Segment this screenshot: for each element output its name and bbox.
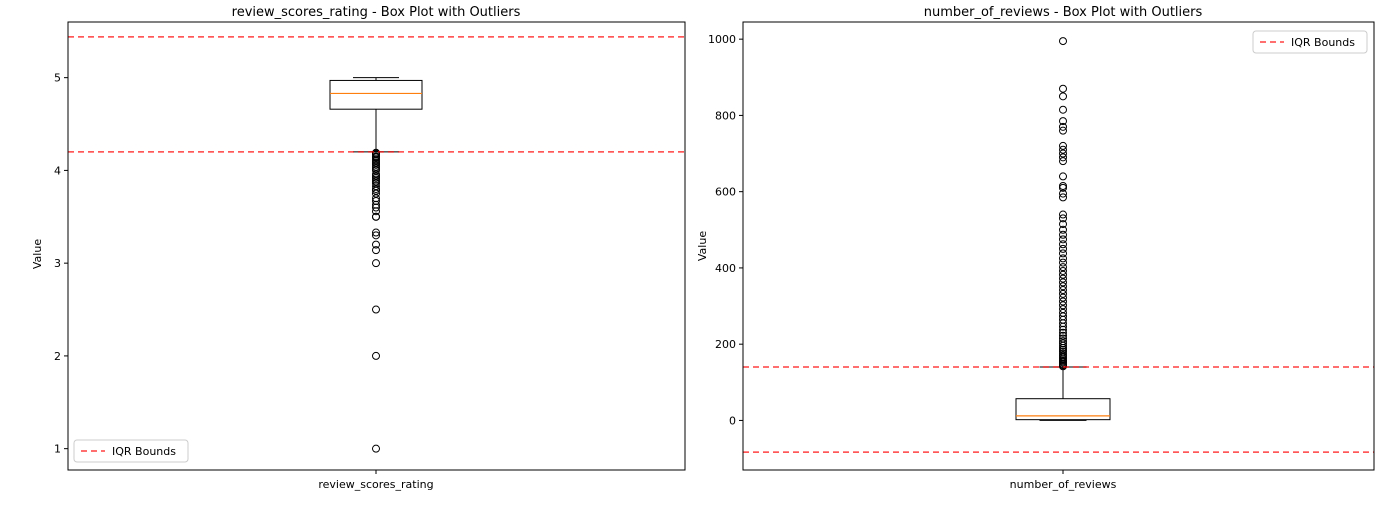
outlier-point — [372, 200, 380, 209]
outlier-point — [372, 182, 380, 191]
outlier-point — [1059, 249, 1067, 258]
iqr-box — [1015, 398, 1111, 421]
legend: IQR Bounds — [73, 439, 189, 463]
outlier-point — [1059, 122, 1067, 131]
outlier-point — [372, 231, 380, 240]
y-tick-label: 800 — [715, 109, 736, 122]
outlier-point — [1059, 210, 1067, 219]
boxplot-number-of-reviews: number_of_reviews - Box Plot with Outlie… — [696, 5, 1375, 491]
y-axis-label: Value — [31, 239, 44, 269]
chart-title: review_scores_rating - Box Plot with Out… — [232, 5, 521, 20]
outlier-point — [1059, 117, 1067, 126]
outlier-point — [1059, 225, 1067, 234]
outlier-point — [1059, 274, 1067, 283]
outlier-point — [372, 240, 380, 249]
outlier-point — [1059, 270, 1067, 279]
boxplot-review-scores-rating: review_scores_rating - Box Plot with Out… — [31, 5, 686, 491]
outlier-point — [1059, 84, 1067, 93]
outlier-point — [372, 351, 380, 360]
outlier-point — [1059, 181, 1067, 190]
legend-frame — [73, 439, 189, 463]
outlier-point — [1059, 153, 1067, 162]
y-tick-label: 0 — [729, 414, 736, 427]
outlier-point — [372, 203, 380, 212]
outlier-point — [1059, 126, 1067, 135]
outlier-point — [1059, 286, 1067, 295]
axes-frame — [67, 21, 686, 471]
outlier-point — [1059, 172, 1067, 181]
outlier-point — [1059, 308, 1067, 317]
outlier-point — [1059, 193, 1067, 202]
outlier-point — [1059, 214, 1067, 223]
outlier-point — [1059, 289, 1067, 298]
outlier-point — [1059, 145, 1067, 154]
outlier-point — [1059, 328, 1067, 337]
outlier-point — [1059, 263, 1067, 272]
outlier-point — [1059, 293, 1067, 302]
outlier-point — [372, 212, 380, 221]
outlier-point — [1059, 141, 1067, 150]
outlier-point — [1059, 189, 1067, 198]
y-tick-label: 1 — [54, 443, 61, 456]
iqr-box — [329, 79, 423, 110]
y-tick-label: 600 — [715, 186, 736, 199]
y-tick-label: 200 — [715, 338, 736, 351]
outlier-point — [1059, 339, 1067, 348]
outlier-point — [1059, 235, 1067, 244]
outlier-point — [372, 305, 380, 314]
outlier-point — [372, 259, 380, 268]
outlier-point — [1059, 149, 1067, 158]
outlier-point — [372, 246, 380, 255]
outlier-point — [1059, 301, 1067, 310]
outlier-point — [1059, 305, 1067, 314]
y-tick-label: 2 — [54, 350, 61, 363]
y-tick-label: 5 — [54, 72, 61, 85]
outlier-point — [1059, 244, 1067, 253]
outlier-point — [1059, 254, 1067, 263]
y-tick-label: 4 — [54, 164, 61, 177]
outlier-point — [1059, 278, 1067, 287]
y-tick-label: 3 — [54, 257, 61, 270]
outlier-point — [372, 228, 380, 237]
x-tick-label: review_scores_rating — [318, 478, 433, 491]
outlier-point — [1059, 282, 1067, 291]
outlier-point — [1059, 220, 1067, 229]
outlier-point — [1059, 337, 1067, 346]
outlier-point — [1059, 92, 1067, 101]
outlier-point — [1059, 157, 1067, 166]
outlier-point — [1059, 258, 1067, 267]
outlier-point — [1059, 37, 1067, 46]
outlier-point — [372, 207, 380, 216]
outlier-point — [1059, 334, 1067, 343]
y-tick-label: 400 — [715, 262, 736, 275]
y-tick-label: 1000 — [708, 33, 736, 46]
legend-label: IQR Bounds — [112, 445, 176, 458]
outlier-point — [372, 444, 380, 453]
chart-title: number_of_reviews - Box Plot with Outlie… — [924, 5, 1203, 20]
outlier-point — [1059, 297, 1067, 306]
legend-frame — [1252, 30, 1368, 54]
x-tick-label: number_of_reviews — [1010, 478, 1117, 491]
outlier-point — [1059, 230, 1067, 239]
y-axis-label: Value — [696, 231, 709, 261]
outlier-point — [1059, 240, 1067, 249]
legend-label: IQR Bounds — [1291, 36, 1355, 49]
legend: IQR Bounds — [1252, 30, 1368, 54]
axes-frame — [742, 21, 1375, 471]
outlier-point — [1059, 266, 1067, 275]
outlier-point — [1059, 325, 1067, 334]
outlier-point — [372, 148, 380, 157]
outlier-point — [1059, 331, 1067, 340]
outlier-point — [1059, 105, 1067, 114]
